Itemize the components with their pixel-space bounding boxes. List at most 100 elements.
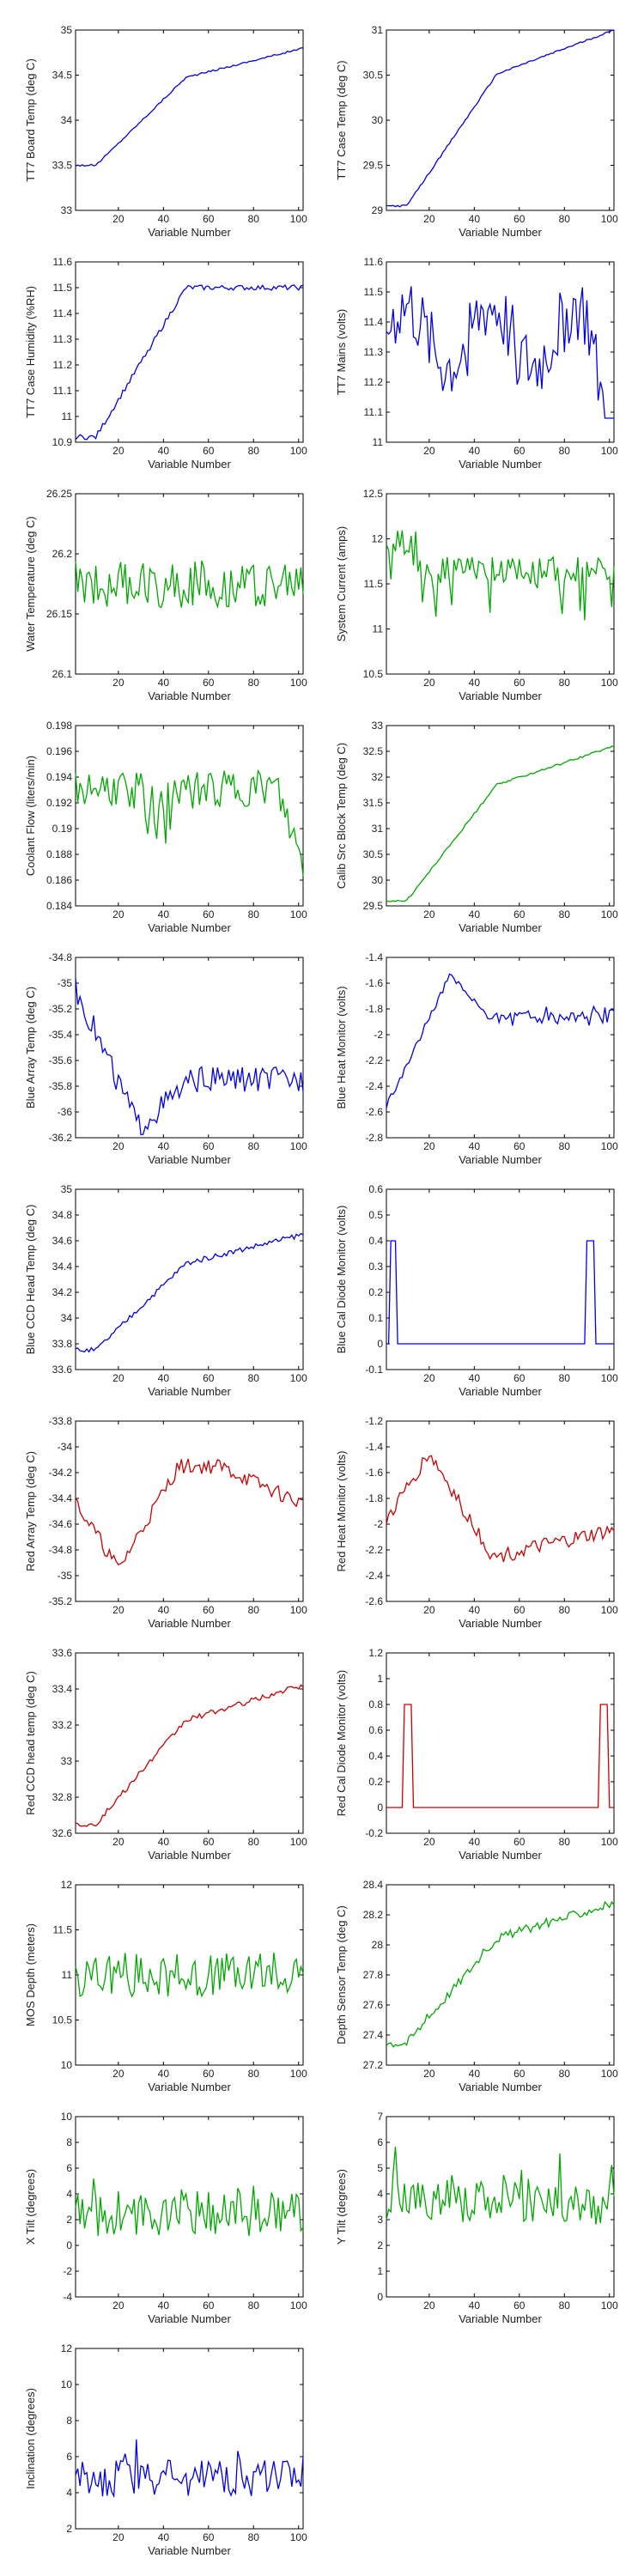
y-tick-label: 11.5 — [364, 286, 384, 298]
x-tick-label: 100 — [290, 1140, 307, 1152]
series-line — [75, 284, 304, 440]
y-tick-label: 30 — [372, 874, 384, 886]
y-tick-label: 32.6 — [52, 1827, 73, 1839]
x-tick-label: 100 — [290, 445, 307, 457]
y-axis-label: TT7 Mains (volts) — [335, 309, 348, 395]
x-tick-label: 80 — [559, 2300, 571, 2312]
y-axis-label: Depth Sensor Temp (deg C) — [335, 1905, 348, 2044]
x-tick-label: 60 — [203, 2300, 215, 2312]
subplot-10: 20 40 60 80 100 -2.8 -2.6 -2.4 -2.2 -2 -1.8 -1.6 -1.… — [335, 951, 618, 1166]
y-tick-label: -2 — [374, 1518, 383, 1530]
y-tick-label: -35 — [58, 977, 73, 989]
y-tick-label: 1 — [377, 1673, 383, 1685]
y-tick-label: 0.188 — [46, 848, 72, 860]
y-axis-label: Blue Heat Monitor (volts) — [335, 986, 348, 1109]
series-line — [75, 769, 304, 877]
x-tick-label: 100 — [290, 1372, 307, 1384]
series-line — [386, 973, 615, 1109]
y-tick-label: 0.198 — [46, 720, 72, 732]
y-tick-label: 35 — [61, 1183, 73, 1195]
x-tick-label: 20 — [112, 2300, 125, 2312]
y-tick-label: -2.2 — [365, 1544, 383, 1556]
subplot-21: 20 40 60 80 100 2 4 6 8 10 12 Variable Number Inclin… — [24, 2342, 307, 2557]
x-tick-label: 60 — [513, 1140, 526, 1152]
y-axis-label: Red Array Temp (deg C) — [24, 1451, 37, 1571]
y-tick-label: 2 — [66, 2214, 72, 2226]
x-axis-label: Variable Number — [148, 1617, 231, 1630]
y-axis-label: TT7 Case Temp (deg C) — [335, 60, 348, 179]
x-tick-label: 100 — [290, 213, 307, 225]
y-tick-label: 32.8 — [52, 1791, 73, 1803]
x-tick-label: 40 — [469, 2068, 481, 2080]
x-tick-label: 40 — [158, 445, 170, 457]
x-tick-label: 80 — [248, 2531, 260, 2543]
subplot-17: 20 40 60 80 100 10 10.5 11 11.5 12 Variable Number… — [24, 1879, 307, 2093]
x-tick-label: 80 — [559, 213, 571, 225]
y-tick-label: 11.1 — [53, 385, 73, 397]
series-line — [75, 978, 304, 1136]
x-tick-label: 60 — [203, 445, 215, 457]
x-tick-label: 60 — [203, 1604, 215, 1616]
x-axis-label: Variable Number — [148, 2312, 231, 2325]
x-tick-label: 60 — [513, 1836, 526, 1848]
x-axis-label: Variable Number — [459, 1153, 542, 1166]
y-tick-label: 6 — [377, 2136, 383, 2148]
x-axis-label: Variable Number — [148, 2544, 231, 2557]
x-tick-label: 20 — [112, 908, 125, 920]
x-tick-label: 20 — [112, 1140, 125, 1152]
y-tick-label: 27.4 — [363, 2029, 384, 2041]
y-axis-label: Water Temperature (deg C) — [24, 516, 37, 652]
x-tick-label: 20 — [423, 2068, 435, 2080]
x-tick-label: 60 — [513, 2068, 526, 2080]
x-axis-label: Variable Number — [148, 458, 231, 471]
series-line — [386, 2147, 615, 2225]
y-axis-label: Blue Cal Diode Monitor (volts) — [335, 1206, 348, 1354]
series-line — [75, 1458, 304, 1566]
subplot-3: 20 40 60 80 100 10.9 11 11.1 11.2 11.3 11.4 11.5 11.… — [24, 256, 307, 471]
x-tick-label: 20 — [112, 2068, 125, 2080]
x-tick-label: 20 — [423, 677, 435, 689]
y-tick-label: 35 — [61, 24, 73, 36]
y-tick-label: 27.8 — [363, 1969, 384, 1981]
series-line — [386, 1240, 614, 1345]
y-tick-label: -36 — [58, 1106, 73, 1118]
y-tick-label: 33.2 — [52, 1719, 73, 1731]
y-tick-label: 0 — [377, 1338, 383, 1350]
plot-frame — [75, 261, 304, 443]
y-tick-label: 11 — [373, 623, 384, 635]
series-line — [386, 286, 614, 419]
y-tick-label: 27.2 — [363, 2059, 384, 2071]
x-tick-label: 40 — [469, 2300, 481, 2312]
y-tick-label: 34.4 — [52, 1261, 73, 1273]
y-tick-label: -2.8 — [365, 1132, 383, 1144]
x-tick-label: 60 — [513, 213, 526, 225]
y-tick-label: 11.3 — [53, 333, 73, 345]
y-tick-label: 0.196 — [46, 745, 72, 757]
x-tick-label: 40 — [158, 2068, 170, 2080]
x-tick-label: 60 — [513, 677, 526, 689]
y-tick-label: -36.2 — [49, 1132, 73, 1144]
y-tick-label: 4 — [66, 2188, 72, 2200]
y-axis-label: TT7 Case Humidity (%RH) — [24, 286, 37, 418]
subplot-7: 20 40 60 80 100 0.184 0.186 0.188 0.19 0.192 0.194… — [24, 720, 307, 934]
x-tick-label: 60 — [203, 213, 215, 225]
y-tick-label: 27.6 — [363, 1999, 384, 2011]
y-tick-label: -1.4 — [365, 1441, 383, 1453]
y-tick-label: 11 — [62, 410, 73, 422]
x-tick-label: 100 — [601, 2300, 618, 2312]
x-tick-label: 40 — [158, 1372, 170, 1384]
x-tick-label: 20 — [112, 677, 125, 689]
x-tick-label: 80 — [248, 677, 260, 689]
y-tick-label: -2 — [63, 2265, 72, 2277]
x-tick-label: 20 — [112, 445, 125, 457]
y-tick-label: 10.5 — [363, 668, 384, 680]
y-tick-label: 33 — [61, 1755, 73, 1767]
x-tick-label: 60 — [203, 1836, 215, 1848]
x-tick-label: 80 — [248, 213, 260, 225]
x-tick-label: 20 — [112, 1836, 125, 1848]
x-axis-label: Variable Number — [459, 1385, 542, 1398]
x-tick-label: 20 — [423, 1372, 435, 1384]
plot-frame — [75, 1884, 304, 2066]
y-axis-label: MOS Depth (meters) — [24, 1923, 37, 2026]
